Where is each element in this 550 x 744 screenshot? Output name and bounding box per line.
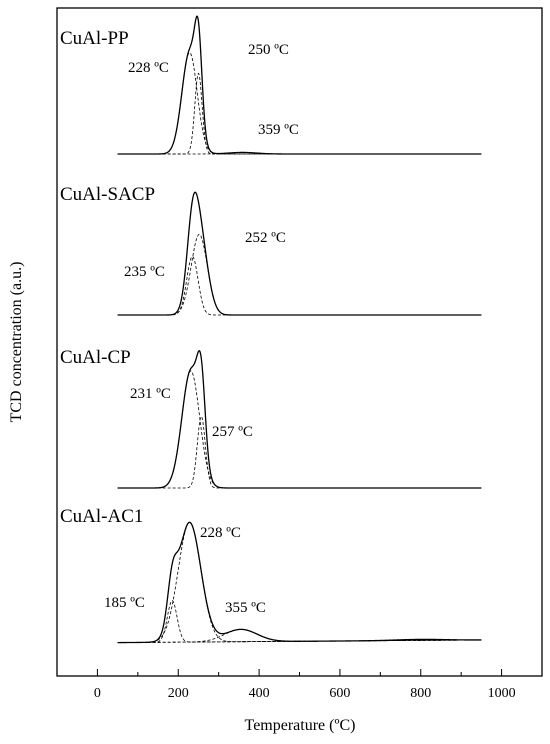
sample-label: CuAl-CP — [60, 347, 131, 368]
peak-label: 355 ºC — [225, 600, 266, 616]
peak-label: 231 ºC — [130, 386, 171, 402]
panels-group: CuAl-PP 228 ºC 250 ºC 359 ºC CuAl-SACP 252 ºC… — [60, 15, 482, 644]
component-curve-250 — [117, 72, 482, 155]
peak-label: 228 ºC — [200, 525, 241, 541]
peak-label: 359 ºC — [258, 122, 299, 138]
sample-label: CuAl-SACP — [60, 184, 155, 205]
component-curve-228 — [117, 522, 482, 643]
profile-curve — [117, 349, 482, 489]
peak-label: 235 ºC — [124, 264, 165, 280]
x-tick-label: 0 — [94, 686, 101, 701]
panel-cual-sacp: CuAl-SACP 252 ºC 235 ºC — [60, 184, 482, 316]
plot-frame — [56, 7, 543, 677]
peak-label: 250 ºC — [248, 42, 289, 58]
component-curve-231 — [117, 370, 482, 489]
x-tick-label: 200 — [168, 686, 189, 701]
x-tick-label: 800 — [410, 686, 431, 701]
peak-label: 252 ºC — [245, 230, 286, 246]
component-curve-228 — [117, 52, 482, 155]
x-tick-label: 400 — [249, 686, 270, 701]
panel-cual-ac1: CuAl-AC1 228 ºC 185 ºC 355 ºC — [60, 506, 482, 644]
y-axis-label: TCD concentration (a.u.) — [8, 262, 25, 423]
profile-curve — [117, 191, 482, 316]
component-curve-235 — [117, 256, 482, 316]
x-tick-label: 600 — [329, 686, 350, 701]
sample-label: CuAl-PP — [60, 28, 129, 49]
panel-cual-cp: CuAl-CP 231 ºC 257 ºC — [60, 347, 482, 489]
profile-curve — [117, 521, 482, 644]
peak-label: 185 ºC — [104, 595, 145, 611]
peak-label: 257 ºC — [212, 424, 253, 440]
profile-curve — [117, 15, 482, 155]
sample-label: CuAl-AC1 — [60, 506, 143, 527]
x-axis: 0 200 400 600 800 1000 — [94, 669, 516, 701]
peak-label: 228 ºC — [128, 60, 169, 76]
component-curve-257 — [117, 415, 482, 489]
x-tick-label: 1000 — [488, 686, 516, 701]
component-curve-252 — [117, 233, 482, 316]
x-axis-label: Temperature (ºC) — [245, 717, 356, 734]
panel-cual-pp: CuAl-PP 228 ºC 250 ºC 359 ºC — [60, 15, 482, 155]
